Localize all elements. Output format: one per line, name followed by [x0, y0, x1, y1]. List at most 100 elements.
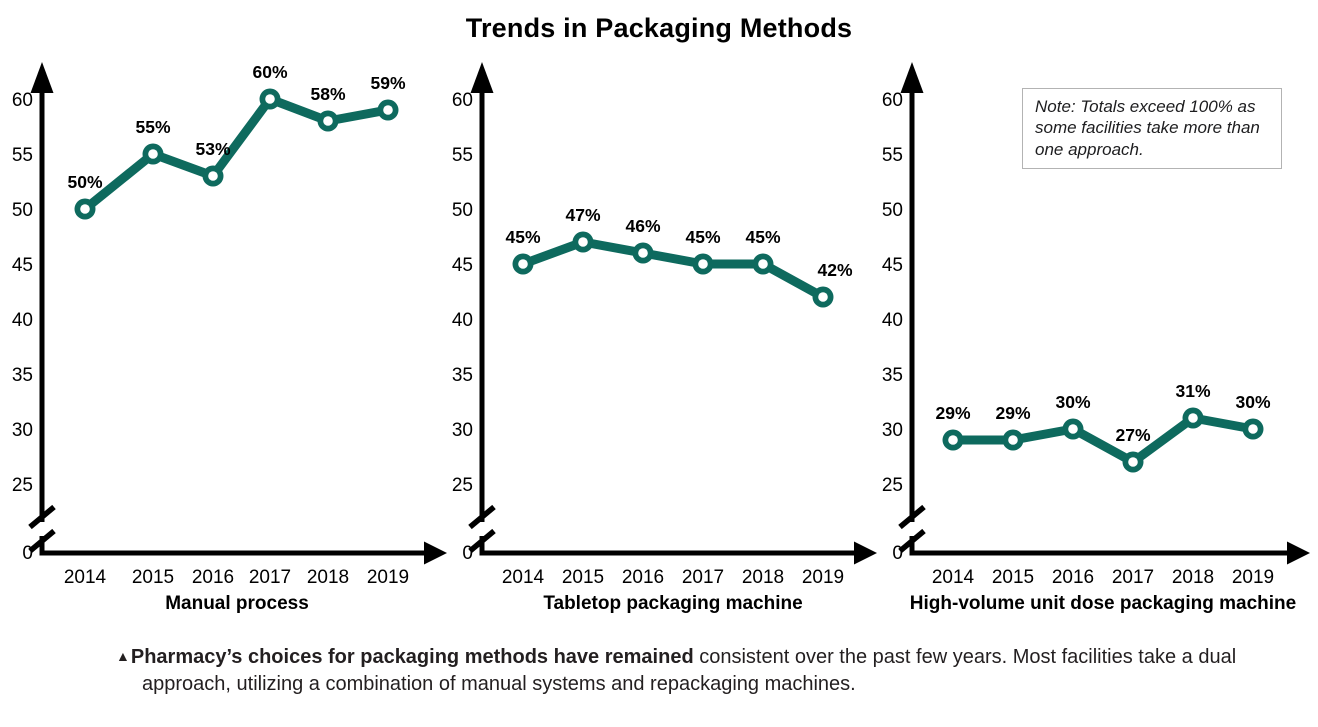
y-axis-break [468, 504, 496, 554]
x-tick-label: 2016 [622, 567, 664, 588]
x-axis [909, 541, 1310, 565]
x-tick-label: 2018 [307, 567, 349, 588]
chart-label: High-volume unit dose packaging machine [910, 593, 1296, 614]
value-label: 50% [67, 172, 102, 192]
chart-high-volume-unit-dose: 60 55 50 45 40 35 30 25 0 2014 2015 2016 2017 2018 201… [882, 62, 1310, 614]
value-label: 47% [565, 205, 600, 225]
y-tick-label: 35 [882, 365, 903, 386]
value-label: 29% [935, 403, 970, 423]
x-axis-arrow-icon [1287, 541, 1310, 565]
data-point-center [698, 259, 708, 269]
chart-label: Manual process [165, 593, 309, 614]
value-label: 53% [195, 139, 230, 159]
y-tick-label: 60 [882, 90, 903, 111]
y-tick-label: 30 [12, 420, 33, 441]
y-tick-label: 55 [882, 145, 903, 166]
x-tick-label: 2019 [802, 567, 844, 588]
value-label: 58% [310, 84, 345, 104]
data-point-center [80, 204, 90, 214]
y-axis [30, 62, 54, 556]
y-axis-arrow-icon [470, 62, 494, 93]
chart-tabletop-packaging-machine: 60 55 50 45 40 35 30 25 0 2014 2015 2016 2017 2018 201… [452, 62, 877, 614]
x-tick-label: 2019 [1232, 567, 1274, 588]
x-tick-label: 2015 [992, 567, 1034, 588]
y-axis-break [28, 504, 56, 554]
value-label: 45% [745, 227, 780, 247]
figure-caption: ▲Pharmacy’s choices for packaging method… [116, 644, 1238, 697]
y-tick-label: 60 [12, 90, 33, 111]
note-box: Note: Totals exceed 100% as some facilit… [1022, 88, 1282, 170]
x-tick-label: 2016 [1052, 567, 1094, 588]
y-axis [900, 62, 924, 556]
y-tick-label: 60 [452, 90, 473, 111]
x-axis-arrow-icon [854, 541, 877, 565]
value-label: 31% [1175, 381, 1210, 401]
data-point-center [758, 259, 768, 269]
y-tick-label: 40 [882, 310, 903, 331]
y-tick-label: 55 [452, 145, 473, 166]
x-tick-label: 2019 [367, 567, 409, 588]
x-tick-label: 2014 [932, 567, 975, 588]
x-tick-label: 2017 [249, 567, 291, 588]
value-label: 27% [1115, 425, 1150, 445]
x-tick-label: 2018 [742, 567, 784, 588]
data-point-center [578, 237, 588, 247]
value-label: 59% [370, 73, 405, 93]
y-axis-arrow-icon [30, 62, 54, 93]
x-tick-label: 2018 [1172, 567, 1214, 588]
y-tick-label: 35 [12, 365, 33, 386]
y-tick-label: 0 [462, 543, 473, 564]
y-tick-label: 30 [452, 420, 473, 441]
y-tick-label: 0 [892, 543, 903, 564]
y-tick-label: 50 [452, 200, 473, 221]
x-axis [479, 541, 877, 565]
x-tick-label: 2017 [682, 567, 724, 588]
data-point-center [148, 149, 158, 159]
series-line [953, 413, 1254, 467]
data-point-center [1068, 424, 1078, 434]
data-point-center [638, 248, 648, 258]
y-tick-label: 25 [12, 475, 33, 496]
chart-manual-process: 60 55 50 45 40 35 30 25 0 2014 2015 2016 2017 2018 201… [12, 62, 447, 614]
y-tick-label: 45 [452, 255, 473, 276]
value-label: 45% [685, 227, 720, 247]
x-tick-label: 2015 [562, 567, 604, 588]
value-label: 60% [252, 62, 287, 82]
x-tick-label: 2014 [502, 567, 545, 588]
x-tick-label: 2017 [1112, 567, 1154, 588]
y-tick-label: 45 [12, 255, 33, 276]
x-tick-label: 2015 [132, 567, 174, 588]
y-tick-label: 40 [452, 310, 473, 331]
series-line [82, 94, 389, 213]
y-tick-label: 40 [12, 310, 33, 331]
data-point-center [1248, 424, 1258, 434]
data-point-center [1008, 435, 1018, 445]
y-tick-label: 50 [882, 200, 903, 221]
note-text: Note: Totals exceed 100% as some facilit… [1035, 97, 1260, 159]
value-label: 45% [505, 227, 540, 247]
value-label: 29% [995, 403, 1030, 423]
y-tick-label: 45 [882, 255, 903, 276]
y-axis [470, 62, 494, 556]
x-tick-label: 2014 [64, 567, 107, 588]
x-axis [39, 541, 447, 565]
data-point-center [265, 94, 275, 104]
data-point-center [383, 105, 393, 115]
caption-bold-text: Pharmacy’s choices for packaging methods… [130, 646, 694, 668]
y-tick-label: 25 [452, 475, 473, 496]
data-point-center [208, 171, 218, 181]
data-point-center [948, 435, 958, 445]
value-label: 30% [1055, 392, 1090, 412]
y-tick-label: 35 [452, 365, 473, 386]
data-point-center [323, 116, 333, 126]
y-axis-break [898, 504, 926, 554]
data-point-center [518, 259, 528, 269]
figure-title: Trends in Packaging Methods [465, 13, 853, 43]
value-label: 42% [817, 260, 852, 280]
y-axis-arrow-icon [900, 62, 924, 93]
y-tick-label: 25 [882, 475, 903, 496]
x-axis-arrow-icon [424, 541, 447, 565]
data-point-center [1128, 457, 1138, 467]
value-label: 30% [1235, 392, 1270, 412]
x-tick-label: 2016 [192, 567, 234, 588]
